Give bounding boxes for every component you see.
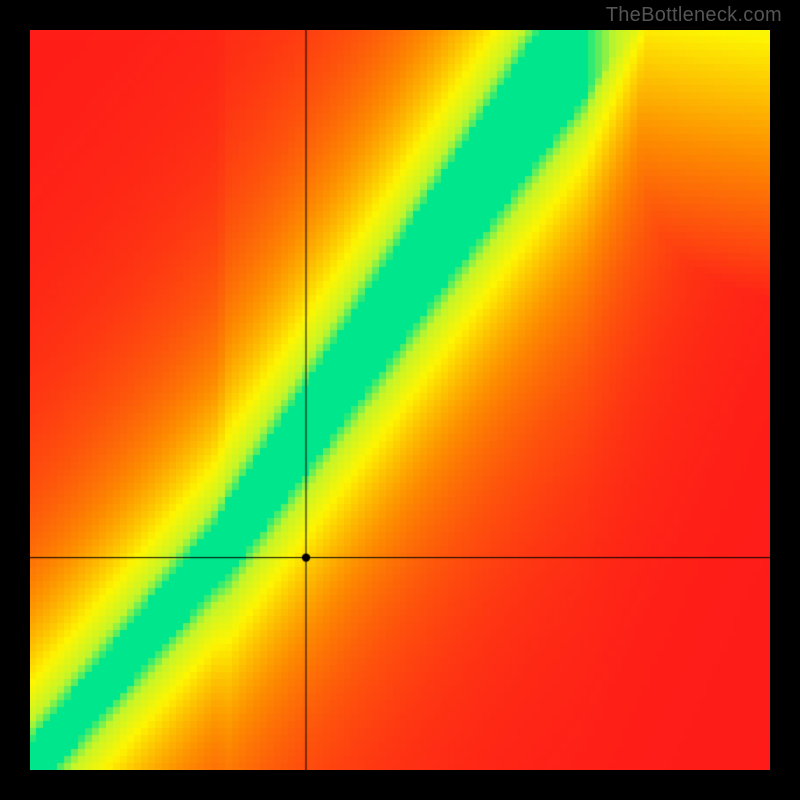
watermark-text: TheBottleneck.com [606,4,782,27]
chart-container: TheBottleneck.com [0,0,800,800]
heatmap-canvas [30,30,770,770]
